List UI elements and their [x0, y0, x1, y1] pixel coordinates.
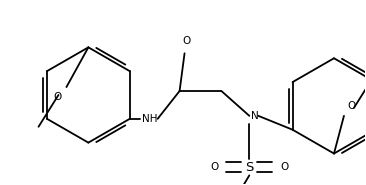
Text: O: O [182, 36, 191, 46]
Text: O: O [53, 92, 61, 102]
Text: O: O [210, 162, 219, 172]
Text: N: N [251, 111, 259, 121]
Text: S: S [245, 161, 254, 174]
Text: O: O [347, 101, 355, 111]
Text: O: O [280, 162, 288, 172]
Text: NH: NH [142, 114, 157, 124]
